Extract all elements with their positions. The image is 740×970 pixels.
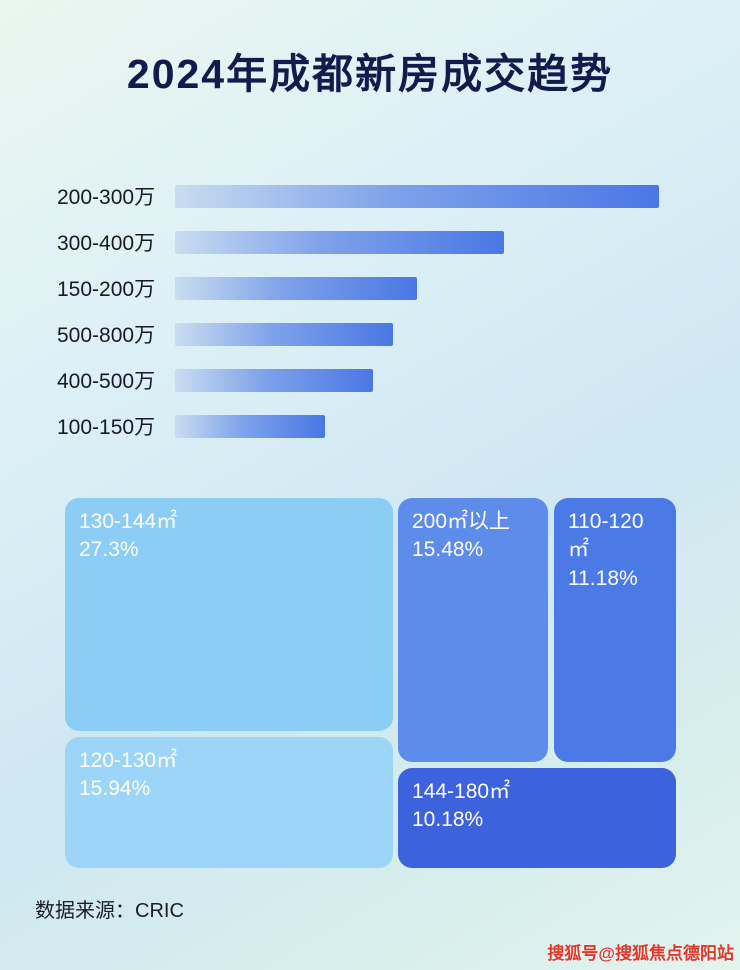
treemap-percent: 15.94% xyxy=(79,777,151,801)
treemap-block-144-180: 144-180㎡ 10.18% xyxy=(398,768,676,868)
treemap-percent: 27.3% xyxy=(79,538,139,562)
page-title: 2024年成都新房成交趋势 xyxy=(126,51,614,97)
bar-label: 500-800万 xyxy=(57,324,156,347)
bar-track xyxy=(175,276,659,300)
treemap-block-130-144: 130-144㎡ 27.3% xyxy=(65,498,393,731)
area-share-treemap: 130-144㎡ 27.3% 120-130㎡ 15.94% 200㎡以上 15… xyxy=(65,498,676,868)
bar-label: 400-500万 xyxy=(57,370,156,393)
treemap-label: 144-180㎡ xyxy=(412,780,511,803)
bar-row: 400-500万 xyxy=(57,368,677,393)
treemap-percent: 11.18% xyxy=(568,566,638,590)
bar-row: 150-200万 xyxy=(57,276,677,301)
price-range-bar-chart: 200-300万 300-400万 150-200万 500-800万 400-… xyxy=(57,184,677,460)
bar-200-300 xyxy=(175,184,659,208)
treemap-percent: 10.18% xyxy=(412,808,484,832)
bar-row: 200-300万 xyxy=(57,184,677,209)
bar-label: 150-200万 xyxy=(57,278,156,301)
bar-track xyxy=(175,368,659,392)
bar-100-150 xyxy=(175,414,326,438)
data-source: 数据来源：CRIC xyxy=(35,900,184,922)
treemap-block-200-plus: 200㎡以上 15.48% xyxy=(398,498,548,762)
bar-track xyxy=(175,322,659,346)
treemap-block-110-120: 110-120㎡ 11.18% xyxy=(554,498,676,762)
bar-row: 300-400万 xyxy=(57,230,677,255)
bar-500-800 xyxy=(175,322,393,346)
bar-label: 100-150万 xyxy=(57,416,156,439)
treemap-label: 200㎡以上 xyxy=(412,510,511,533)
bar-track xyxy=(175,184,659,208)
bar-track xyxy=(175,414,659,438)
treemap-percent: 15.48% xyxy=(412,538,484,562)
bar-400-500 xyxy=(175,368,374,392)
treemap-label: 130-144㎡ xyxy=(79,510,178,533)
bar-row: 500-800万 xyxy=(57,322,677,347)
treemap-label: 110-120㎡ xyxy=(568,510,644,562)
bar-label: 300-400万 xyxy=(57,232,156,255)
treemap-block-120-130: 120-130㎡ 15.94% xyxy=(65,737,393,868)
bar-150-200 xyxy=(175,276,417,300)
bar-300-400 xyxy=(175,230,505,254)
bar-label: 200-300万 xyxy=(57,186,156,209)
bar-row: 100-150万 xyxy=(57,414,677,439)
bar-track xyxy=(175,230,659,254)
watermark: 搜狐号@搜狐焦点德阳站 xyxy=(547,944,734,963)
treemap-label: 120-130㎡ xyxy=(79,749,178,772)
